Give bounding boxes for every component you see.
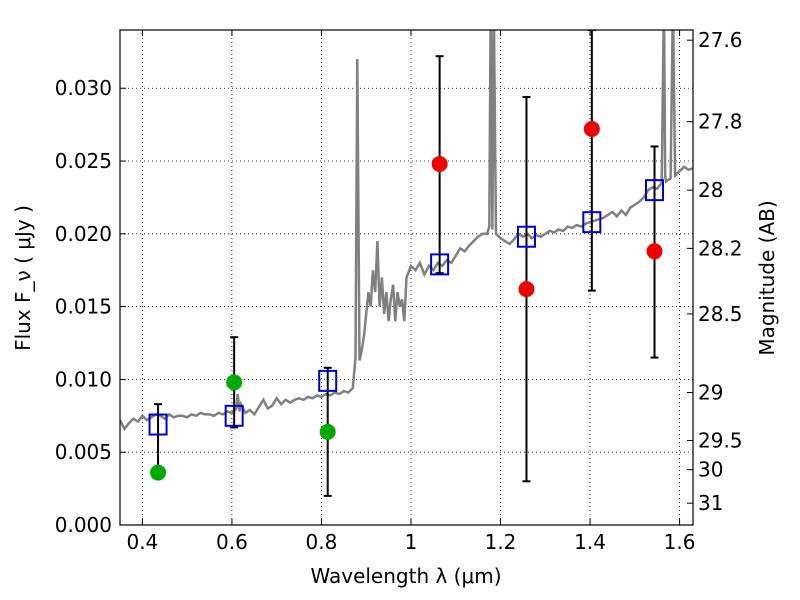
y-tick-label: 0.010 [55, 367, 112, 391]
right-tick-label: 31 [698, 491, 723, 515]
grid [120, 30, 693, 526]
y-tick-label: 0.005 [55, 440, 112, 464]
flux-point [150, 464, 167, 481]
flux-point [431, 155, 448, 172]
x-tick-label: 1.2 [485, 530, 517, 554]
x-tick-label: 1.6 [664, 530, 696, 554]
right-tick-label: 29 [698, 381, 723, 405]
spectrum-line [120, 30, 693, 432]
x-tick-label: 1.4 [574, 530, 606, 554]
right-tick-label: 29.5 [698, 429, 743, 453]
x-axis-label: Wavelength λ (μm) [310, 564, 501, 588]
model-square [582, 211, 602, 234]
right-tick-label: 28.5 [698, 302, 743, 326]
x-tick-label: 0.4 [126, 530, 158, 554]
flux-point [646, 243, 663, 260]
right-axis-label: Magnitude (AB) [755, 200, 779, 355]
x-tick-label: 1 [405, 530, 418, 554]
right-tick-label: 27.6 [698, 28, 743, 52]
y-tick-label: 0.020 [55, 222, 112, 246]
flux-point [319, 423, 336, 440]
measured-flux-markers [150, 121, 663, 481]
model-square [645, 179, 665, 202]
x-tick-label: 0.8 [306, 530, 338, 554]
y-tick-label: 0.000 [55, 513, 112, 537]
right-tick-label: 27.8 [698, 110, 743, 134]
flux-point [518, 281, 535, 298]
axis-ticks: 0.4 0.6 0.8 1 1.2 1.4 1.6 0.000 0.005 0.010 0.015 0… [55, 28, 743, 554]
right-tick-label: 30 [698, 458, 723, 482]
flux-point [583, 121, 600, 137]
model-photometry-markers [148, 179, 665, 436]
model-square [318, 369, 338, 392]
y-tick-label: 0.030 [55, 76, 112, 100]
y-tick-label: 0.025 [55, 149, 112, 173]
model-square [430, 253, 450, 276]
y-axis-label: Flux F_ν ( μJy ) [11, 205, 35, 351]
x-tick-label: 0.6 [216, 530, 248, 554]
right-tick-label: 28 [698, 178, 723, 202]
model-square [516, 225, 536, 248]
plot-area [120, 30, 693, 497]
y-tick-label: 0.015 [55, 295, 112, 319]
model-square [148, 413, 168, 436]
flux-point [226, 374, 243, 391]
model-square [224, 404, 244, 427]
right-tick-label: 28.2 [698, 236, 743, 260]
plot-frame [119, 29, 694, 526]
